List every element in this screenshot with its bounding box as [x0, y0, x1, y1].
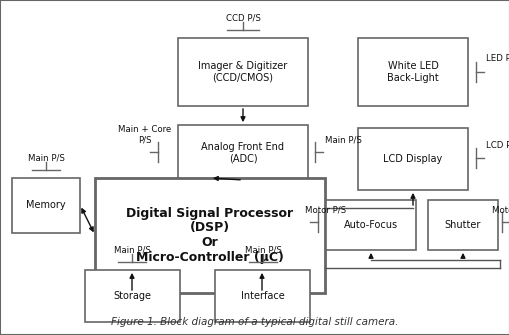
Bar [178, 125, 307, 180]
Text: Analog Front End
(ADC): Analog Front End (ADC) [201, 142, 284, 163]
Bar [427, 200, 497, 250]
Text: CCD P/S: CCD P/S [225, 13, 260, 22]
Text: Digital Signal Processor
(DSP)
Or
Micro-Controller (μC): Digital Signal Processor (DSP) Or Micro-… [126, 206, 293, 265]
Text: Memory: Memory [26, 201, 66, 210]
Text: Main P/S: Main P/S [114, 246, 150, 255]
Text: Imager & Digitizer
(CCD/CMOS): Imager & Digitizer (CCD/CMOS) [198, 61, 287, 83]
Bar [357, 38, 467, 106]
Bar [325, 200, 415, 250]
Text: Main P/S: Main P/S [244, 246, 281, 255]
Bar [85, 270, 180, 322]
Text: Main + Core
P/S: Main + Core P/S [118, 125, 172, 145]
Bar [12, 178, 80, 233]
Text: Auto-Focus: Auto-Focus [343, 220, 398, 230]
Text: Figure 1. Block diagram of a typical digital still camera.: Figure 1. Block diagram of a typical dig… [111, 317, 398, 327]
Text: Motor P/S: Motor P/S [491, 205, 509, 214]
Text: Interface: Interface [240, 291, 284, 301]
Text: LCD Display: LCD Display [383, 154, 442, 164]
Bar [178, 38, 307, 106]
Bar [215, 270, 309, 322]
Text: Main P/S: Main P/S [27, 153, 64, 162]
Bar [357, 128, 467, 190]
Text: Main P/S: Main P/S [324, 135, 361, 144]
Bar [95, 178, 324, 293]
Text: LCD P/S: LCD P/S [485, 140, 509, 149]
Text: White LED
Back-Light: White LED Back-Light [386, 61, 438, 83]
Text: Storage: Storage [114, 291, 151, 301]
Text: Shutter: Shutter [444, 220, 480, 230]
Text: LED P/S: LED P/S [485, 54, 509, 63]
Text: Motor P/S: Motor P/S [304, 205, 346, 214]
